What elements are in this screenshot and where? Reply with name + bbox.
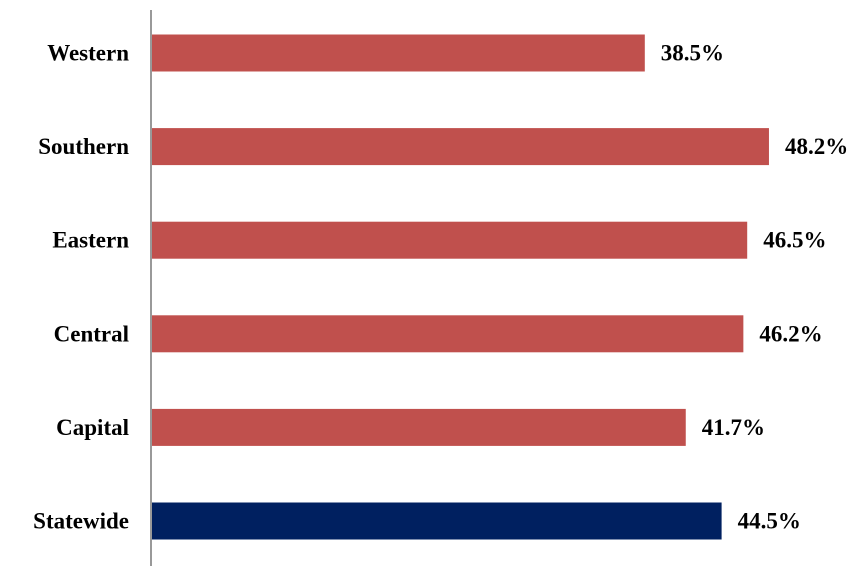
category-label-capital: Capital [56, 415, 129, 440]
bar-statewide [152, 502, 722, 540]
bars-layer [152, 34, 769, 540]
value-label-capital: 41.7% [702, 415, 765, 440]
labels-layer: Western 38.5% Southern 48.2% Eastern 46.5% Cen… [33, 41, 848, 534]
value-label-southern: 48.2% [785, 134, 848, 159]
bar-central [152, 315, 744, 353]
category-label-statewide: Statewide [33, 509, 129, 534]
category-label-central: Central [54, 321, 129, 346]
category-label-southern: Southern [38, 134, 129, 159]
value-label-western: 38.5% [661, 41, 724, 66]
value-label-eastern: 46.5% [763, 228, 826, 253]
bar-eastern [152, 221, 748, 259]
category-label-western: Western [47, 41, 129, 66]
bar-southern [152, 128, 769, 166]
value-label-statewide: 44.5% [738, 509, 801, 534]
bar-capital [152, 408, 686, 446]
bar-western [152, 34, 645, 72]
category-label-eastern: Eastern [52, 228, 129, 253]
value-label-central: 46.2% [759, 321, 822, 346]
